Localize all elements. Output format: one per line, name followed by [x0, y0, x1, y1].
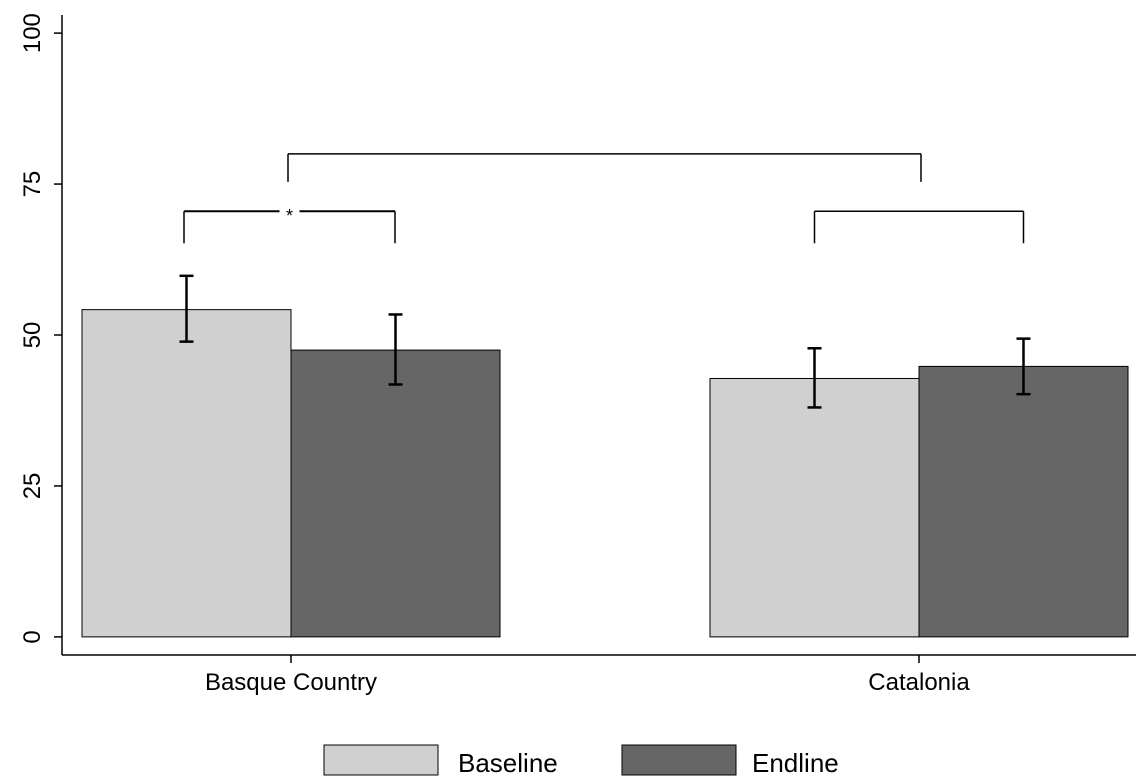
legend: Baseline Endline [323, 744, 839, 778]
bar [81, 309, 292, 638]
significance-brackets: * [183, 153, 1025, 244]
legend-label: Endline [752, 748, 839, 778]
error-bars [179, 274, 1031, 409]
bar [709, 377, 920, 638]
category-label: Basque Country [205, 669, 377, 696]
category-label: Catalonia [868, 669, 970, 696]
significance-marker: * [286, 206, 293, 226]
bar [290, 349, 501, 638]
axes: 0 25 50 75 100 Basque Country Catalonia [19, 13, 1136, 696]
legend-label: Baseline [458, 748, 558, 778]
y-tick-label: 50 [19, 322, 46, 349]
legend-swatch-endline [621, 744, 737, 776]
y-tick-label: 0 [19, 630, 46, 643]
y-tick-label: 100 [19, 13, 46, 53]
y-tick-label: 75 [19, 171, 46, 198]
bars [81, 309, 1129, 638]
bar [918, 365, 1129, 638]
y-tick-label: 25 [19, 473, 46, 500]
legend-swatch-baseline [323, 744, 439, 776]
